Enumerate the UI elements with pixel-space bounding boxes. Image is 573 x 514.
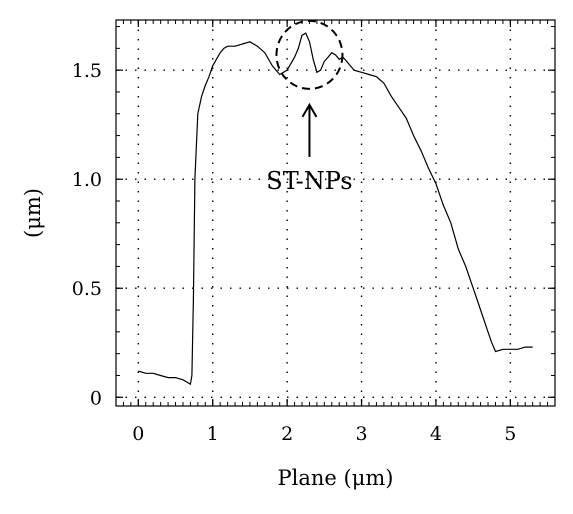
tick-labels: 0 1 2 3 4 5 0 0.5 1.0 1.5 (72, 60, 517, 445)
dashed-circle-marker (275, 19, 344, 90)
x-tick-label: 4 (430, 423, 442, 445)
y-tick-label: 0 (90, 387, 102, 409)
x-tick-label: 1 (207, 423, 219, 445)
series-line (138, 32, 533, 386)
arrow-head-icon (301, 102, 318, 118)
x-tick-label: 2 (281, 423, 293, 445)
x-tick-label: 5 (504, 423, 516, 445)
x-tick-label: 3 (355, 423, 367, 445)
annotation-label: ST-NPs (266, 167, 352, 195)
y-axis-label: (μm) (21, 188, 45, 238)
y-tick-label: 1.5 (72, 60, 102, 82)
y-tick-label: 0.5 (72, 278, 102, 300)
axis-ticks (115, 20, 556, 406)
x-axis-label: Plane (μm) (278, 466, 394, 490)
y-tick-label: 1.0 (72, 169, 102, 191)
x-tick-label: 0 (132, 423, 144, 445)
plot-area-frame (115, 19, 556, 407)
grid-lines (116, 20, 555, 406)
annotation: ST-NPs (266, 19, 353, 195)
